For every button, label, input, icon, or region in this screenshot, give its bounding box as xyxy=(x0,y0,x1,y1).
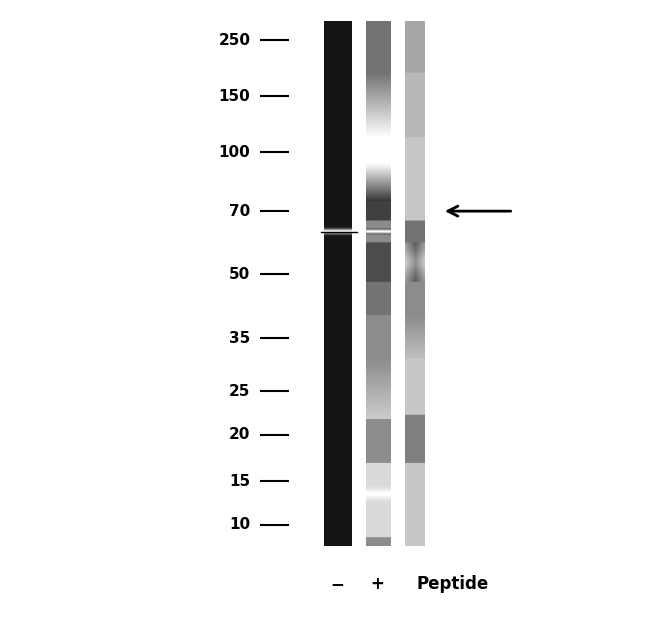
Text: 20: 20 xyxy=(229,427,250,442)
Text: 250: 250 xyxy=(218,33,250,48)
Text: 70: 70 xyxy=(229,204,250,219)
Text: 150: 150 xyxy=(218,89,250,104)
Text: 15: 15 xyxy=(229,474,250,489)
Text: +: + xyxy=(370,575,384,592)
Text: Peptide: Peptide xyxy=(416,575,488,592)
Text: 50: 50 xyxy=(229,267,250,282)
Text: 10: 10 xyxy=(229,517,250,532)
Text: −: − xyxy=(330,575,344,592)
Text: 25: 25 xyxy=(229,384,250,399)
Text: 35: 35 xyxy=(229,331,250,346)
Text: 100: 100 xyxy=(218,145,250,160)
